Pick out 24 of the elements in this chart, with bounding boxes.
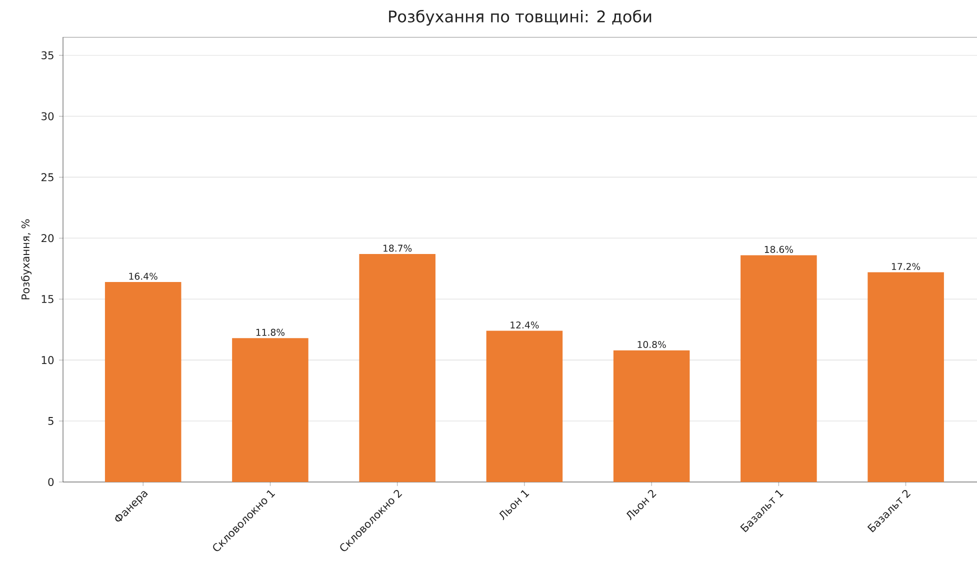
y-tick-label: 5 xyxy=(48,417,54,425)
data-label: 11.8% xyxy=(256,328,285,336)
bar xyxy=(359,254,436,482)
chart-title: Розбухання по товщині: 2 доби xyxy=(389,10,652,26)
data-label: 18.6% xyxy=(764,246,793,253)
y-tick-label: 15 xyxy=(42,295,54,304)
bar xyxy=(104,282,182,482)
data-label: 10.8% xyxy=(638,340,666,348)
y-tick-label: 10 xyxy=(42,356,54,364)
bar xyxy=(486,330,563,482)
data-label: 16.4% xyxy=(129,272,158,280)
data-label: 17.2% xyxy=(892,262,920,270)
y-tick-label: 30 xyxy=(42,112,54,120)
bar xyxy=(740,255,817,482)
y-tick-label: 35 xyxy=(42,51,54,60)
bar xyxy=(868,272,944,482)
y-axis-title: Розбухання, % xyxy=(21,219,32,300)
data-label: 12.4% xyxy=(510,321,539,329)
y-tick-label: 25 xyxy=(42,173,54,182)
bar xyxy=(613,350,690,482)
bar xyxy=(232,338,308,482)
y-tick-label: 0 xyxy=(48,478,54,486)
data-label: 18.7% xyxy=(384,244,412,252)
y-tick-label: 20 xyxy=(42,234,54,242)
